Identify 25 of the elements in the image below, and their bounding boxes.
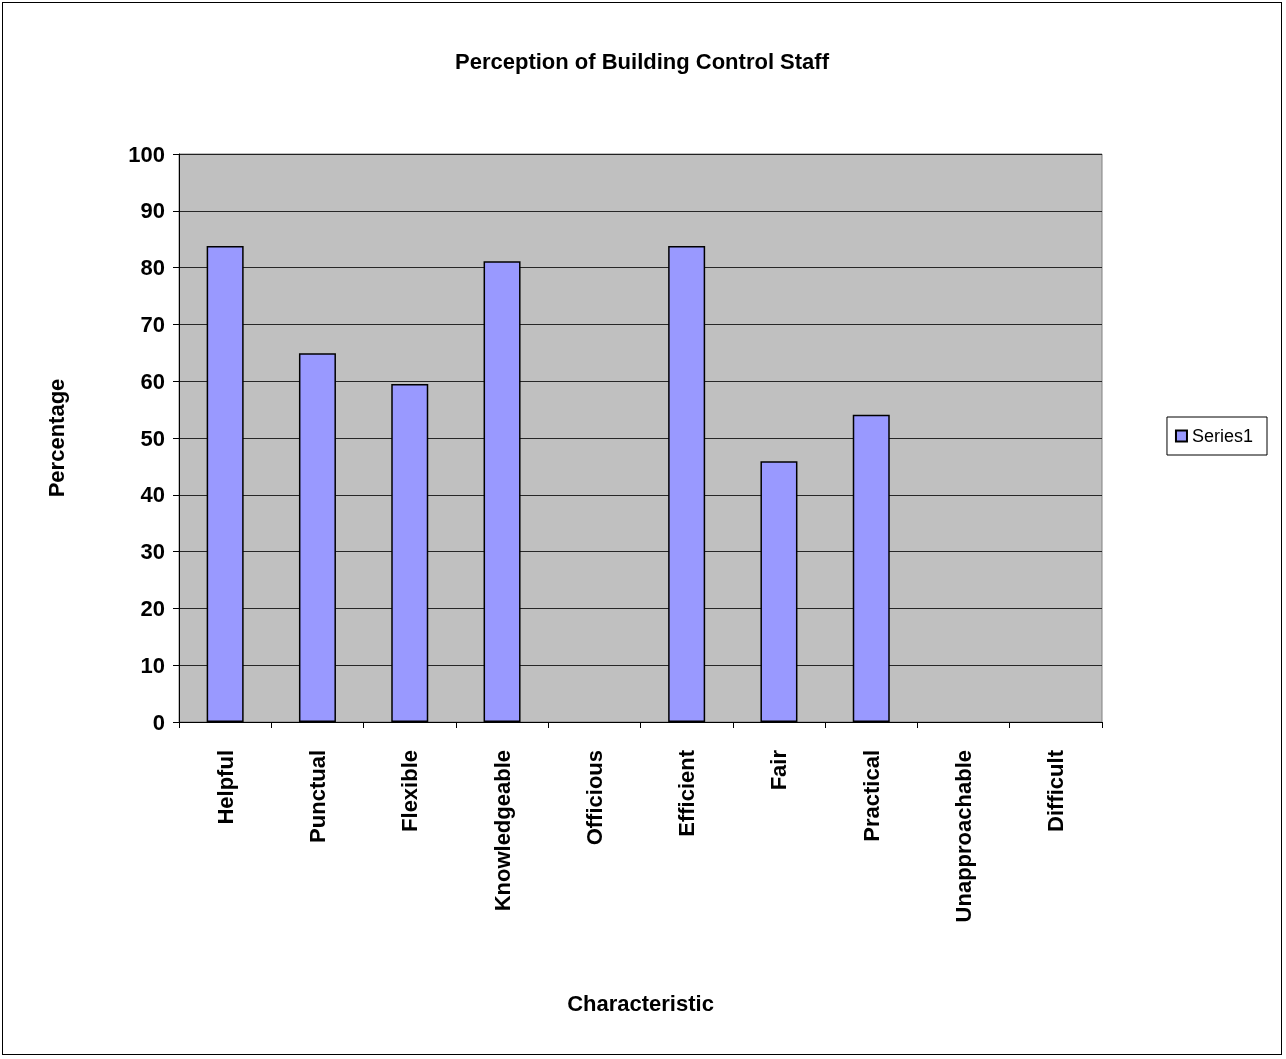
chart-title: Perception of Building Control Staff bbox=[455, 48, 830, 74]
legend-label: Series1 bbox=[1191, 426, 1253, 446]
x-tick-label: Knowledgeable bbox=[489, 750, 515, 912]
y-tick-label: 0 bbox=[152, 709, 165, 735]
y-tick-label: 30 bbox=[140, 539, 165, 565]
y-tick-label: 20 bbox=[140, 595, 165, 621]
x-tick-label: Officious bbox=[581, 750, 607, 846]
y-tick-label: 100 bbox=[128, 141, 165, 167]
y-tick-label: 70 bbox=[140, 311, 165, 337]
y-tick-label: 80 bbox=[140, 255, 165, 281]
y-tick-label: 10 bbox=[140, 652, 165, 678]
x-tick-label: Efficient bbox=[674, 749, 700, 837]
x-tick-label: Flexible bbox=[397, 750, 423, 832]
y-tick-label: 50 bbox=[140, 425, 165, 451]
x-tick-label: Punctual bbox=[304, 750, 330, 843]
x-tick-label: Difficult bbox=[1043, 749, 1069, 832]
y-axis-title: Percentage bbox=[43, 378, 69, 498]
y-tick-label: 40 bbox=[140, 482, 165, 508]
x-tick-label: Helpful bbox=[212, 750, 238, 825]
x-tick-label: Unapproachable bbox=[951, 750, 977, 923]
x-axis-title: Characteristic bbox=[567, 990, 714, 1016]
y-tick-label: 60 bbox=[140, 368, 165, 394]
y-tick-label: 90 bbox=[140, 198, 165, 224]
x-tick-label: Fair bbox=[766, 749, 792, 791]
x-tick-label: Practical bbox=[858, 750, 884, 842]
